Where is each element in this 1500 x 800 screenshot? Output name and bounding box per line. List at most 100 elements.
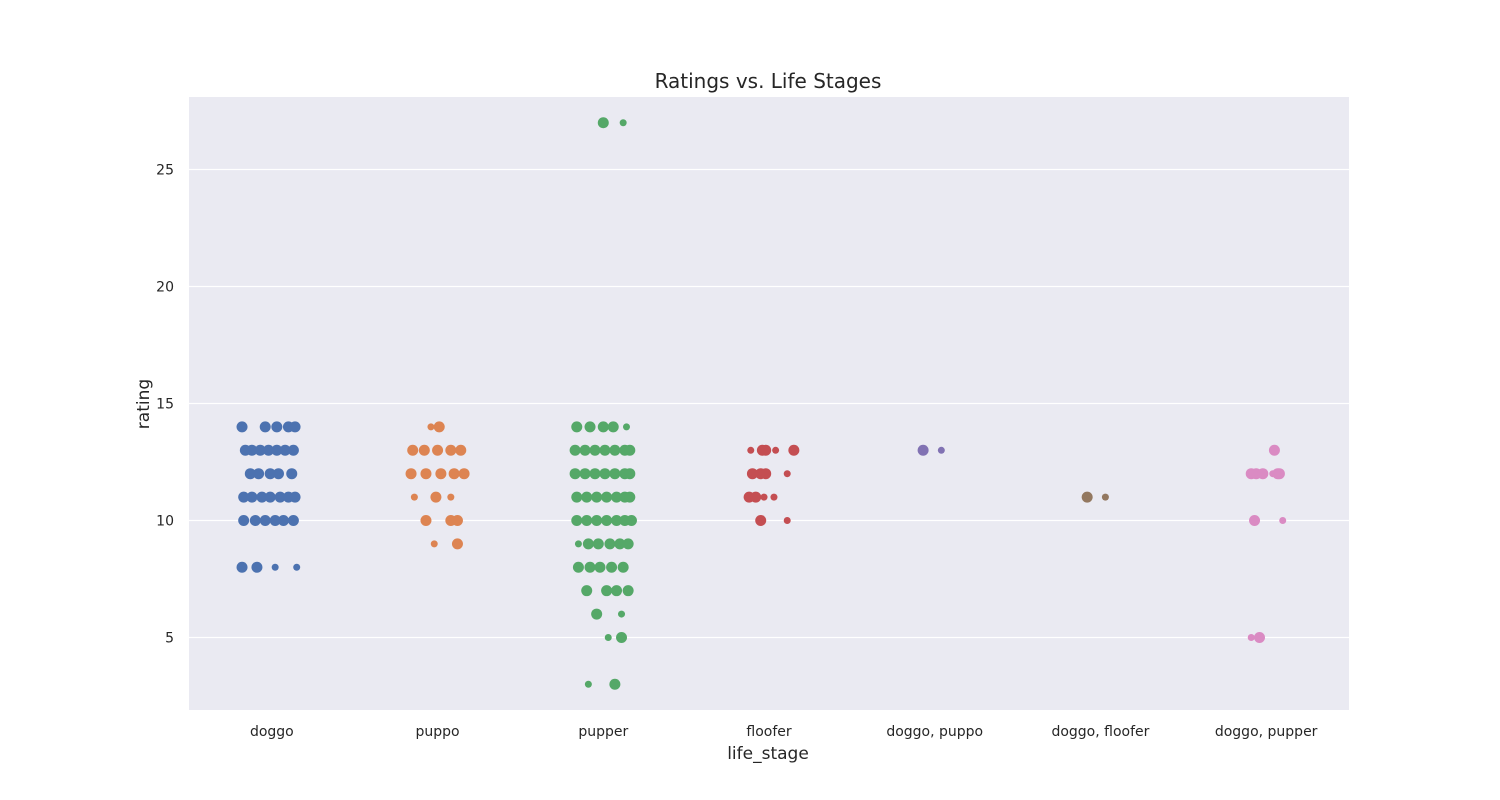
data-points	[236, 117, 1287, 690]
data-point	[597, 117, 609, 129]
data-point	[271, 563, 279, 571]
data-point	[451, 514, 463, 526]
data-point	[1081, 491, 1093, 503]
data-point	[572, 561, 584, 573]
data-point	[427, 423, 435, 431]
data-point	[407, 444, 419, 456]
data-point	[611, 491, 623, 503]
data-point	[622, 585, 634, 597]
data-point	[571, 421, 583, 433]
data-point	[591, 491, 603, 503]
x-tick-label: pupper	[578, 724, 628, 740]
data-point	[1279, 516, 1287, 524]
data-point	[435, 468, 447, 480]
data-point	[616, 631, 628, 643]
data-point	[238, 491, 250, 503]
data-point	[236, 421, 248, 433]
x-axis-label: life_stage	[727, 744, 809, 764]
data-point	[601, 514, 613, 526]
data-point	[287, 444, 299, 456]
data-point	[571, 491, 583, 503]
data-point	[625, 514, 637, 526]
data-point	[238, 514, 250, 526]
data-point	[418, 444, 430, 456]
y-tick-label: 15	[156, 397, 174, 413]
data-point	[264, 491, 276, 503]
x-tick-labels: doggo puppo pupper floofer doggo, puppo doggo…	[250, 724, 1318, 740]
y-axis-label: rating	[134, 379, 154, 429]
data-point	[246, 444, 258, 456]
data-point	[432, 444, 444, 456]
data-point	[622, 538, 634, 550]
data-point	[246, 491, 258, 503]
data-point	[574, 540, 582, 548]
data-point	[256, 491, 268, 503]
x-tick-label: puppo	[416, 724, 460, 740]
data-point	[584, 680, 592, 688]
data-point	[783, 470, 791, 478]
data-point	[244, 468, 256, 480]
data-point	[236, 561, 248, 573]
data-point	[1254, 631, 1266, 643]
y-tick-labels: 5 10 15 20 25	[156, 163, 174, 647]
data-point	[293, 563, 301, 571]
data-point	[618, 610, 626, 618]
x-tick-label: doggo, puppo	[886, 724, 983, 740]
data-point	[937, 446, 945, 454]
data-point	[277, 514, 289, 526]
data-point	[783, 516, 791, 524]
data-point	[624, 491, 636, 503]
x-tick-label: doggo, floofer	[1051, 724, 1149, 740]
data-point	[581, 585, 593, 597]
data-point	[592, 538, 604, 550]
data-point	[271, 444, 283, 456]
data-point	[624, 444, 636, 456]
data-point	[448, 468, 460, 480]
data-point	[289, 421, 301, 433]
data-point	[760, 444, 772, 456]
data-point	[1101, 493, 1109, 501]
data-point	[581, 491, 593, 503]
data-point	[451, 538, 463, 550]
data-point	[458, 468, 470, 480]
data-point	[609, 468, 621, 480]
data-point	[601, 585, 613, 597]
y-tick-label: 5	[165, 630, 174, 646]
data-point	[1247, 633, 1255, 641]
data-point	[279, 444, 291, 456]
data-point	[571, 514, 583, 526]
data-point	[569, 468, 581, 480]
data-point	[272, 468, 284, 480]
data-point	[259, 514, 271, 526]
data-point	[606, 561, 618, 573]
y-tick-label: 10	[156, 513, 174, 529]
data-point	[447, 493, 455, 501]
data-point	[611, 585, 623, 597]
data-point	[594, 561, 606, 573]
data-point	[599, 444, 611, 456]
data-point	[582, 538, 594, 550]
data-point	[1273, 468, 1285, 480]
data-point	[599, 468, 611, 480]
data-point	[597, 421, 609, 433]
data-point	[274, 491, 286, 503]
data-point	[611, 514, 623, 526]
data-point	[614, 538, 626, 550]
data-point	[622, 423, 630, 431]
data-point	[286, 468, 298, 480]
data-point	[251, 561, 263, 573]
data-point	[271, 421, 283, 433]
data-point	[420, 514, 432, 526]
data-point	[405, 468, 417, 480]
data-point	[253, 468, 265, 480]
data-point	[581, 514, 593, 526]
data-point	[604, 633, 612, 641]
chart-title: Ratings vs. Life Stages	[655, 69, 882, 93]
x-tick-label: doggo, pupper	[1215, 724, 1318, 740]
data-point	[433, 421, 445, 433]
data-point	[264, 468, 276, 480]
data-point	[619, 119, 627, 127]
data-point	[591, 608, 603, 620]
data-point	[249, 514, 261, 526]
